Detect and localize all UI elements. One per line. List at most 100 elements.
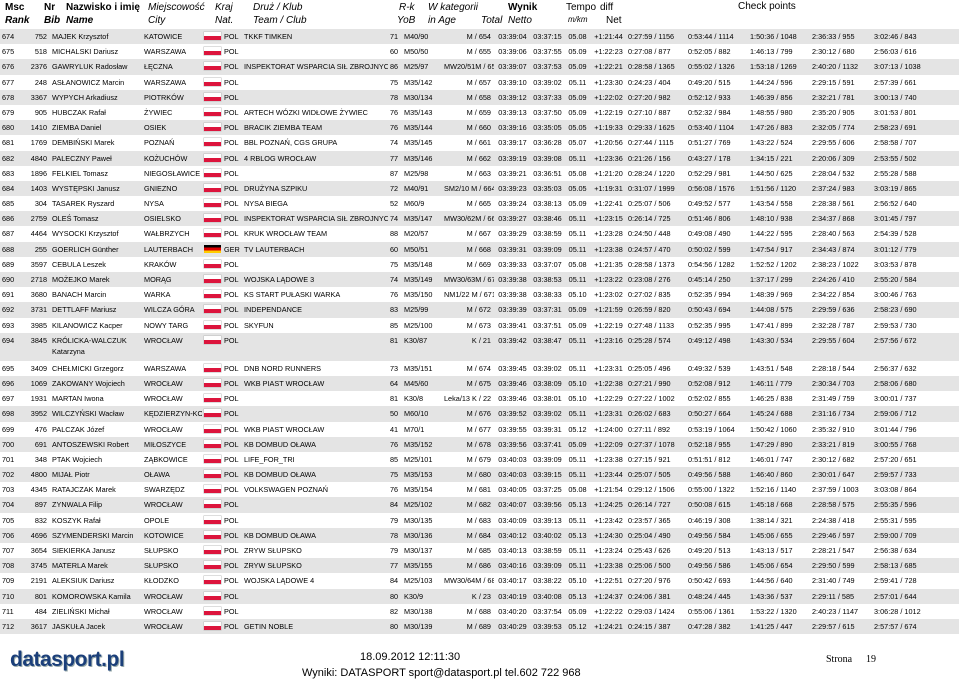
nat: POL: [202, 618, 242, 635]
diff: +1:19:31: [590, 180, 626, 197]
nat-code: POL: [224, 500, 239, 510]
team: ZRYW SŁUPSKO: [242, 558, 388, 574]
result-row: 690 2718 MOŻEJKO Marek MORĄG POL WOJSKA LĄDOW…: [0, 272, 959, 288]
category-rank: M25/102: [402, 497, 442, 513]
checkpoint: 2:29:55 / 604: [810, 332, 872, 361]
nat: POL: [202, 89, 242, 105]
checkpoint: 2:29:50 / 599: [810, 558, 872, 574]
result-row: 712 3617 JASKUŁA Jacek WROCŁAW POL GETIN NOBL…: [0, 618, 959, 635]
header: Miejscowość: [148, 2, 205, 13]
age-rank: MW30/64M / 687: [444, 576, 494, 586]
team: INSPEKTORAT WSPARCIA SIŁ ZBROJNYCH: [242, 59, 388, 75]
result-row: 689 3597 CEBULA Leszek KRAKÓW POL 75 M35/148 M …: [0, 257, 959, 272]
age-rank: M / 669: [466, 259, 491, 269]
name: KRÓLICKA-WALCZUK Katarzyna: [50, 332, 142, 361]
nat-code: POL: [224, 378, 239, 388]
nat-code: POL: [224, 183, 239, 193]
bib: 2759: [26, 211, 50, 227]
city: OSIELSKO: [142, 211, 202, 227]
nat: POL: [202, 226, 242, 241]
netto: 03:37:54: [533, 606, 562, 616]
tempo: 05.09: [564, 436, 590, 452]
yob: 84: [390, 576, 399, 586]
rank: 710: [0, 588, 26, 604]
bib: 1403: [26, 180, 50, 197]
category-rank: M25/103: [404, 576, 433, 586]
nat: POL: [202, 558, 242, 574]
yob: 85: [390, 320, 399, 330]
total: 03:40:09: [498, 515, 527, 525]
name: RATAJCZAK Marek: [52, 485, 116, 495]
rank: 690: [0, 272, 26, 288]
checkpoint: 1:53:18 / 1269: [748, 59, 810, 75]
checkpoint: 3:03:19 / 865: [872, 180, 959, 197]
netto: 03:38:47: [530, 332, 564, 361]
checkpoint: 1:47:29 / 890: [748, 436, 810, 452]
flag: [204, 244, 221, 253]
flag: [204, 561, 221, 570]
age-rank: M / 685: [466, 546, 491, 555]
yob: 73: [390, 363, 399, 373]
age-rank: M / 680: [442, 467, 494, 483]
checkpoint: 0:46:19 / 308: [688, 515, 731, 525]
city: ŁĘCZNA: [142, 59, 202, 75]
diff: +1:24:30: [590, 527, 626, 543]
category-rank: M40/91: [402, 180, 442, 197]
yob: 74: [388, 211, 402, 227]
flag: [204, 214, 221, 223]
nat-code: POL: [224, 546, 239, 555]
checkpoint: 2:32:05 / 774: [810, 120, 872, 136]
tempo: 05.11: [568, 77, 587, 87]
name: PTAK Wojciech: [52, 454, 103, 464]
result-row: 682 4840 PALECZNY Paweł KOŻUCHÓW POL 4 RBLOG …: [0, 150, 959, 166]
total: 03:39:55: [498, 424, 527, 434]
checkpoint: 0:55:00 / 1322: [688, 485, 735, 495]
checkpoint: 2:30:34 / 703: [810, 375, 872, 392]
diff: +1:24:25: [590, 497, 626, 513]
checkpoint: 2:24:26 / 410: [810, 272, 872, 288]
flag: [204, 500, 221, 509]
nat: POL: [202, 44, 242, 59]
tempo: 05.13: [564, 527, 590, 543]
team: WOJSKA LĄDOWE 3: [242, 272, 388, 288]
flag: [204, 77, 221, 86]
nat-code: POL: [224, 515, 239, 525]
checkpoint: 1:47:41 / 899: [750, 320, 793, 330]
yob: 76: [390, 290, 399, 300]
checkpoint: 0:24:23 / 404: [628, 77, 671, 87]
bib: 752: [26, 29, 50, 45]
netto: 03:37:25: [533, 485, 562, 495]
city: MORĄG: [142, 272, 202, 288]
nat: POL: [202, 604, 242, 619]
age-rank: M / 659: [466, 107, 491, 117]
checkpoint: 2:57:39 / 661: [874, 77, 917, 87]
result-row: 708 3745 MATERLA Marek SŁUPSKO POL ZRYW SŁUPS…: [0, 558, 959, 574]
bib: 1931: [30, 394, 47, 404]
checkpoint: 2:53:55 / 502: [872, 150, 959, 166]
checkpoint: 1:43:54 / 558: [750, 199, 793, 209]
yob: 80: [388, 588, 402, 604]
city: KOTOWICE: [142, 527, 202, 543]
checkpoint: 1:43:30 / 534: [748, 332, 810, 361]
bib: 897: [26, 497, 50, 513]
team: KRUK WROCŁAW TEAM: [244, 229, 328, 239]
checkpoint: 0:50:43 / 694: [686, 302, 748, 318]
flag: [204, 470, 221, 479]
netto: 03:37:33: [530, 89, 564, 105]
netto: 03:37:15: [530, 29, 564, 45]
checkpoint: 2:58:13 / 685: [872, 558, 959, 574]
name: ZAKOWANY Wojciech: [50, 375, 142, 392]
age-rank: M / 655: [466, 47, 491, 57]
diff: +1:23:36: [590, 150, 626, 166]
netto: 03:39:31: [533, 424, 562, 434]
team: [242, 588, 388, 604]
checkpoint: 2:34:22 / 854: [812, 290, 855, 300]
result-row: 691 3680 BANACH Marcin WARKA POL KS START PUŁ…: [0, 287, 959, 302]
city: WARKA: [144, 290, 171, 300]
yob: 79: [390, 515, 399, 525]
total: 03:39:24: [498, 199, 527, 209]
total: 03:39:21: [498, 168, 527, 178]
checkpoint: 3:01:45 / 797: [872, 211, 959, 227]
flag: [204, 183, 221, 192]
tempo: 05.11: [564, 272, 590, 288]
